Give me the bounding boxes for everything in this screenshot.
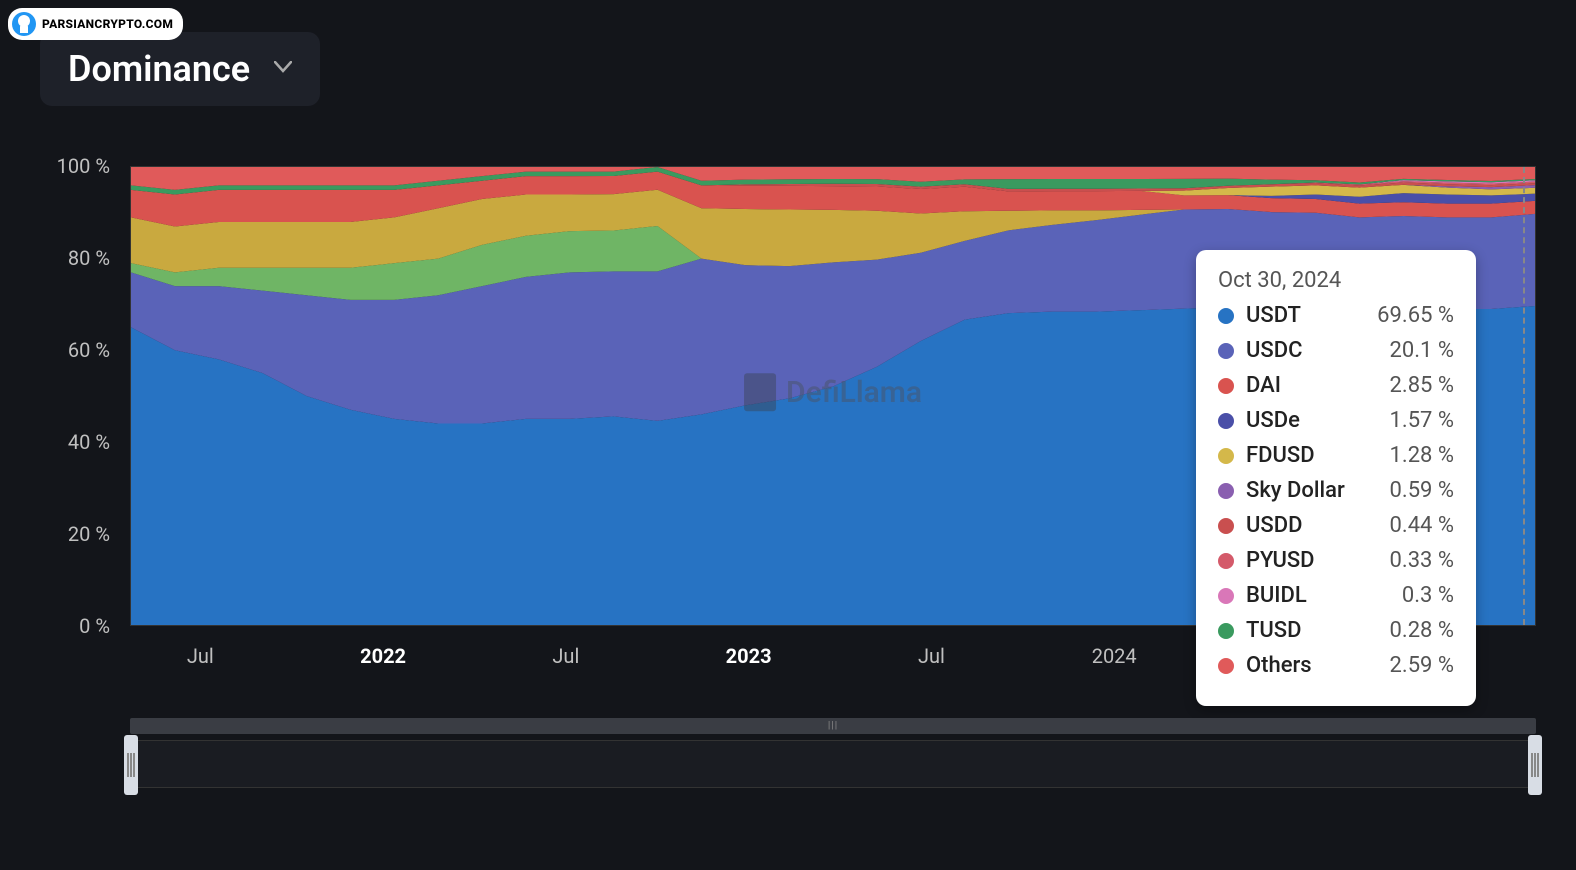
tooltip-label: Others [1246, 653, 1356, 678]
tooltip-color-dot [1218, 553, 1234, 569]
defillama-icon [744, 373, 776, 411]
dropdown-label: Dominance [68, 48, 250, 90]
defillama-watermark: DefiLlama [744, 373, 922, 411]
tooltip-value: 1.28 % [1390, 443, 1454, 468]
slider-grip-icon: ||| [828, 721, 838, 732]
tooltip-row: USDC 20.1 % [1218, 338, 1454, 363]
tooltip-row: FDUSD 1.28 % [1218, 443, 1454, 468]
tooltip-label: PYUSD [1246, 548, 1356, 573]
y-axis: 0 %20 %40 %60 %80 %100 % [40, 166, 120, 626]
tooltip-color-dot [1218, 378, 1234, 394]
tooltip-label: BUIDL [1246, 583, 1356, 608]
x-tick: Jul [918, 644, 945, 668]
tooltip-row: USDe 1.57 % [1218, 408, 1454, 433]
chevron-down-icon [274, 61, 292, 77]
chart-tooltip: Oct 30, 2024 USDT 69.65 % USDC 20.1 % DAI 2.8… [1196, 250, 1476, 706]
y-tick: 80 % [68, 246, 110, 270]
slider-handle-left[interactable] [124, 735, 138, 795]
tooltip-label: USDe [1246, 408, 1356, 433]
tooltip-row: Sky Dollar 0.59 % [1218, 478, 1454, 503]
tooltip-color-dot [1218, 588, 1234, 604]
tooltip-value: 2.85 % [1390, 373, 1454, 398]
tooltip-row: USDT 69.65 % [1218, 303, 1454, 328]
cursor-line [1523, 167, 1525, 625]
tooltip-date: Oct 30, 2024 [1218, 268, 1454, 293]
tooltip-label: USDC [1246, 338, 1356, 363]
x-tick: Jul [187, 644, 214, 668]
tooltip-label: FDUSD [1246, 443, 1356, 468]
tooltip-row: BUIDL 0.3 % [1218, 583, 1454, 608]
tooltip-value: 0.59 % [1390, 478, 1454, 503]
parsiancrypto-icon [12, 12, 36, 36]
time-slider-range[interactable] [130, 740, 1536, 788]
tooltip-value: 1.57 % [1390, 408, 1454, 433]
tooltip-row: TUSD 0.28 % [1218, 618, 1454, 643]
tooltip-color-dot [1218, 518, 1234, 534]
tooltip-color-dot [1218, 448, 1234, 464]
tooltip-row: PYUSD 0.33 % [1218, 548, 1454, 573]
tooltip-value: 69.65 % [1377, 303, 1454, 328]
tooltip-value: 20.1 % [1390, 338, 1454, 363]
tooltip-color-dot [1218, 623, 1234, 639]
tooltip-value: 0.3 % [1402, 583, 1454, 608]
tooltip-value: 2.59 % [1390, 653, 1454, 678]
tooltip-value: 0.28 % [1390, 618, 1454, 643]
tooltip-color-dot [1218, 483, 1234, 499]
watermark-text: PARSIANCRYPTO.COM [42, 17, 173, 31]
tooltip-color-dot [1218, 343, 1234, 359]
slider-handle-right[interactable] [1528, 735, 1542, 795]
y-tick: 40 % [68, 430, 110, 454]
y-tick: 60 % [68, 338, 110, 362]
chart-type-dropdown[interactable]: Dominance [40, 32, 320, 106]
x-tick: 2024 [1092, 644, 1137, 668]
tooltip-color-dot [1218, 658, 1234, 674]
y-tick: 0 % [79, 614, 110, 638]
tooltip-color-dot [1218, 308, 1234, 324]
chart-header: Dominance [0, 0, 1576, 106]
tooltip-label: USDD [1246, 513, 1356, 538]
time-slider-track[interactable]: ||| [130, 718, 1536, 734]
watermark-label: DefiLlama [786, 375, 922, 410]
tooltip-row: USDD 0.44 % [1218, 513, 1454, 538]
tooltip-value: 0.44 % [1390, 513, 1454, 538]
tooltip-value: 0.33 % [1390, 548, 1454, 573]
tooltip-label: TUSD [1246, 618, 1356, 643]
x-tick: 2022 [360, 644, 406, 668]
site-watermark-badge: PARSIANCRYPTO.COM [8, 8, 183, 40]
y-tick: 20 % [68, 522, 110, 546]
tooltip-label: Sky Dollar [1246, 478, 1356, 503]
y-tick: 100 % [57, 154, 110, 178]
x-tick: 2023 [726, 644, 772, 668]
x-tick: Jul [552, 644, 579, 668]
tooltip-row: Others 2.59 % [1218, 653, 1454, 678]
tooltip-row: DAI 2.85 % [1218, 373, 1454, 398]
tooltip-label: USDT [1246, 303, 1356, 328]
tooltip-label: DAI [1246, 373, 1356, 398]
tooltip-color-dot [1218, 413, 1234, 429]
